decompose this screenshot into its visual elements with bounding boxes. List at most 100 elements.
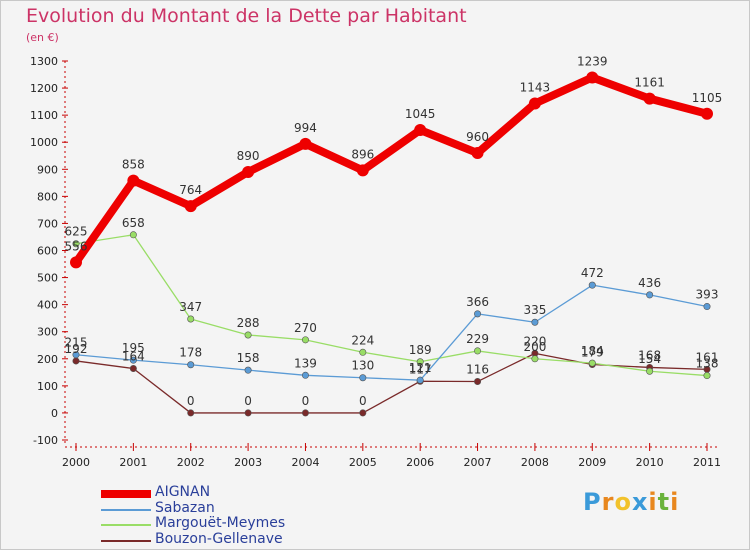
data-label-bouzon-gellenave: 0 bbox=[302, 394, 310, 408]
legend-item-margouet-meymes: Margouët-Meymes bbox=[101, 515, 361, 533]
y-tick-label: 1300 bbox=[30, 55, 58, 68]
data-point-aignan bbox=[299, 137, 312, 150]
y-tick-label: 900 bbox=[37, 163, 58, 176]
data-point-sabazan bbox=[187, 361, 195, 369]
data-label-margou-t-meymes: 347 bbox=[179, 300, 202, 314]
data-point-margou-t-meymes bbox=[531, 355, 539, 363]
data-point-margou-t-meymes bbox=[646, 367, 654, 375]
data-point-bouzon-gellenave bbox=[244, 409, 252, 417]
data-point-aignan bbox=[471, 147, 484, 160]
data-label-bouzon-gellenave: 116 bbox=[466, 363, 489, 377]
data-point-margou-t-meymes bbox=[301, 336, 309, 344]
series-line-sabazan bbox=[75, 284, 708, 381]
data-point-aignan bbox=[184, 200, 197, 213]
data-label-aignan: 890 bbox=[237, 149, 260, 163]
logo-letter: i bbox=[670, 488, 680, 516]
data-label-aignan: 764 bbox=[179, 183, 202, 197]
x-tick-label: 2011 bbox=[693, 456, 721, 469]
data-label-margou-t-meymes: 288 bbox=[237, 316, 260, 330]
data-label-bouzon-gellenave: 179 bbox=[581, 345, 604, 359]
legend-swatch-bouzon-gellenave bbox=[101, 540, 151, 542]
data-label-aignan: 896 bbox=[351, 147, 374, 161]
data-label-sabazan: 158 bbox=[237, 351, 260, 365]
y-tick-label: 800 bbox=[37, 190, 58, 203]
data-point-aignan bbox=[127, 174, 140, 187]
legend-item-bouzon-gellenave: Bouzon-Gellenave bbox=[101, 531, 361, 549]
data-point-aignan bbox=[643, 92, 656, 105]
data-label-sabazan: 121 bbox=[409, 361, 432, 375]
data-label-sabazan: 139 bbox=[294, 356, 317, 370]
data-label-bouzon-gellenave: 0 bbox=[244, 394, 252, 408]
legend-swatch-sabazan bbox=[101, 509, 151, 511]
y-tick-label: -100 bbox=[33, 434, 58, 447]
y-tick-label: 1100 bbox=[30, 109, 58, 122]
data-label-aignan: 1239 bbox=[577, 55, 608, 69]
data-point-sabazan bbox=[301, 371, 309, 379]
chart-unit-label: (en €) bbox=[26, 31, 59, 44]
data-label-margou-t-meymes: 154 bbox=[638, 352, 661, 366]
data-label-aignan: 960 bbox=[466, 130, 489, 144]
data-point-sabazan bbox=[244, 366, 252, 374]
data-point-bouzon-gellenave bbox=[301, 409, 309, 417]
data-point-aignan bbox=[356, 164, 369, 177]
legend-item-sabazan: Sabazan bbox=[101, 500, 361, 518]
data-label-margou-t-meymes: 138 bbox=[696, 357, 719, 371]
series-line-bouzon-gellenave bbox=[75, 352, 708, 414]
data-point-margou-t-meymes bbox=[703, 372, 711, 380]
series-line-margou-t-meymes bbox=[75, 234, 708, 377]
data-point-margou-t-meymes bbox=[416, 358, 424, 366]
data-label-aignan: 556 bbox=[65, 239, 88, 253]
data-label-aignan: 1161 bbox=[634, 76, 665, 90]
data-point-sabazan bbox=[531, 318, 539, 326]
data-label-aignan: 1105 bbox=[692, 91, 723, 105]
logo-letter: t bbox=[657, 488, 671, 516]
logo-letter: r bbox=[601, 488, 615, 516]
data-point-sabazan bbox=[646, 291, 654, 299]
x-tick-label: 2001 bbox=[119, 456, 147, 469]
data-label-margou-t-meymes: 658 bbox=[122, 216, 145, 230]
x-tick-label: 2002 bbox=[177, 456, 205, 469]
data-label-margou-t-meymes: 200 bbox=[523, 340, 546, 354]
y-tick-label: 1000 bbox=[30, 136, 58, 149]
data-point-aignan bbox=[414, 124, 427, 137]
legend-label-sabazan: Sabazan bbox=[155, 500, 215, 516]
series-line-aignan bbox=[72, 73, 711, 267]
data-point-margou-t-meymes bbox=[474, 347, 482, 355]
y-tick-label: 100 bbox=[37, 380, 58, 393]
data-point-sabazan bbox=[72, 351, 80, 359]
data-label-sabazan: 472 bbox=[581, 266, 604, 280]
chart-title: Evolution du Montant de la Dette par Hab… bbox=[26, 5, 467, 27]
legend-label-bouzon-gellenave: Bouzon-Gellenave bbox=[155, 531, 283, 547]
data-point-aignan bbox=[701, 107, 713, 120]
data-label-bouzon-gellenave: 192 bbox=[65, 342, 88, 356]
data-point-aignan bbox=[528, 97, 541, 110]
data-label-bouzon-gellenave: 0 bbox=[359, 394, 367, 408]
y-tick-label: 700 bbox=[37, 217, 58, 230]
data-point-sabazan bbox=[359, 374, 367, 382]
data-point-aignan bbox=[586, 71, 599, 84]
logo-letter: x bbox=[631, 488, 649, 516]
data-labels-layer: 192 164 0 0 0 0 117 116 220 179 168 161 625 658 347 288… bbox=[65, 55, 723, 408]
proxiti-logo: Proxiti bbox=[583, 488, 679, 516]
data-label-sabazan: 335 bbox=[523, 303, 546, 317]
data-point-margou-t-meymes bbox=[187, 315, 195, 323]
y-tick-label: 600 bbox=[37, 245, 58, 258]
data-label-bouzon-gellenave: 220 bbox=[523, 334, 546, 348]
data-label-bouzon-gellenave: 161 bbox=[696, 350, 719, 364]
data-point-margou-t-meymes bbox=[588, 359, 596, 367]
y-tick-label: 200 bbox=[37, 353, 58, 366]
data-point-sabazan bbox=[129, 356, 137, 364]
logo-letter: i bbox=[648, 488, 658, 516]
data-label-margou-t-meymes: 189 bbox=[409, 343, 432, 357]
data-label-sabazan: 366 bbox=[466, 295, 489, 309]
data-label-margou-t-meymes: 184 bbox=[581, 344, 604, 358]
legend-label-aignan: AIGNAN bbox=[155, 484, 211, 500]
y-tick-label: 500 bbox=[37, 272, 58, 285]
data-label-sabazan: 178 bbox=[179, 346, 202, 360]
x-tick-label: 2003 bbox=[234, 456, 262, 469]
data-label-margou-t-meymes: 625 bbox=[65, 225, 88, 239]
data-point-bouzon-gellenave bbox=[72, 357, 80, 365]
data-label-aignan: 994 bbox=[294, 121, 317, 135]
data-point-aignan bbox=[70, 256, 82, 269]
